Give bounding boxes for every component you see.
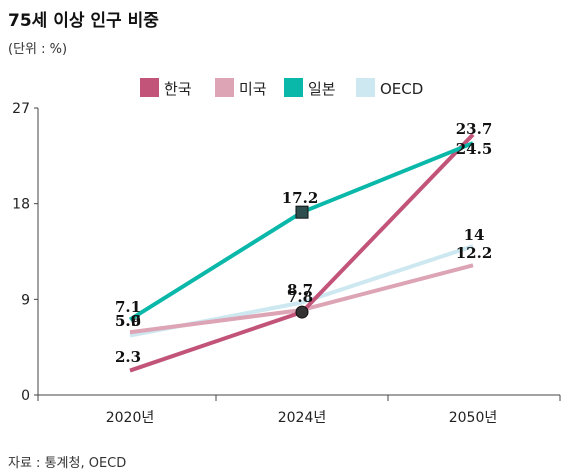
data-label: 5.9	[115, 312, 141, 330]
data-label: 17.2	[282, 189, 319, 207]
data-label: 8.7	[287, 281, 313, 299]
source-note: 자료 : 통계청, OECD	[8, 456, 127, 471]
data-label: 23.7	[456, 120, 493, 138]
y-tick-label: 0	[21, 388, 30, 404]
y-tick-label: 9	[21, 292, 30, 308]
series-line	[129, 133, 475, 373]
legend-swatch	[356, 78, 375, 97]
legend-label: 미국	[239, 80, 267, 98]
data-label: 14	[464, 226, 485, 244]
legend-label: OECD	[380, 80, 423, 98]
legend-swatch	[140, 78, 159, 97]
data-label: 2.3	[115, 348, 141, 366]
chart-title: 75세 이상 인구 비중	[8, 11, 159, 31]
legend-swatch	[215, 78, 234, 97]
x-tick-label: 2050년	[449, 410, 498, 426]
data-label: 12.2	[456, 244, 493, 262]
y-tick-label: 27	[12, 101, 30, 117]
legend-label: 일본	[308, 80, 336, 98]
unit-label: (단위 : %)	[8, 42, 68, 57]
x-tick-label: 2020년	[106, 410, 155, 426]
data-label: 5.6	[115, 312, 141, 330]
data-label: 7.8	[287, 288, 313, 306]
y-tick-label: 18	[12, 197, 30, 213]
data-point	[295, 205, 309, 219]
data-label: 24.5	[456, 140, 493, 158]
x-tick-label: 2024년	[278, 410, 327, 426]
data-point	[295, 305, 309, 319]
legend-label: 한국	[164, 80, 192, 98]
legend-swatch	[284, 78, 303, 97]
data-label: 7.1	[115, 298, 141, 316]
